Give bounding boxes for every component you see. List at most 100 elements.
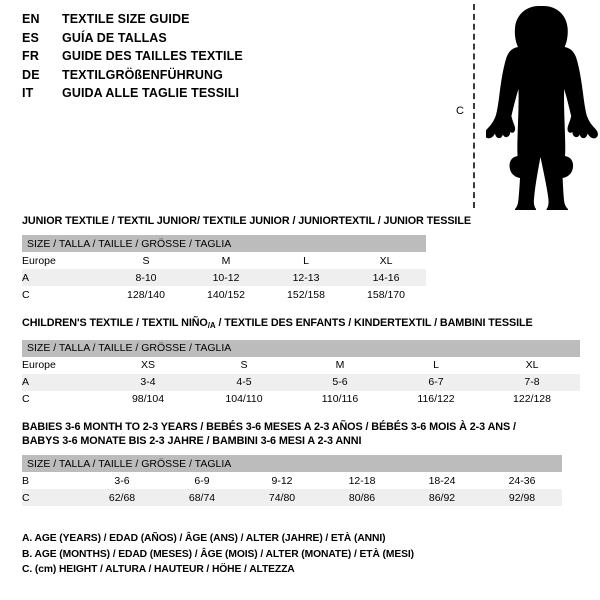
cell-value: 9-12 [242, 472, 322, 489]
section-babies-textile: BABIES 3-6 MONTH TO 2-3 YEARS / BEBÉS 3-… [22, 420, 563, 506]
language-row-en: EN TEXTILE SIZE GUIDE [22, 12, 442, 31]
language-title-block: EN TEXTILE SIZE GUIDE ES GUÍA DE TALLAS … [22, 12, 442, 105]
row-label-c: C [22, 390, 100, 408]
table-junior: SIZE / TALLA / TAILLE / GRÖSSE / TAGLIA … [22, 235, 427, 303]
legend-text-c: (cm) HEIGHT / ALTURA / HAUTEUR / HÖHE / … [34, 564, 295, 575]
table-row: A 3-4 4-5 5-6 6-7 7-8 [22, 373, 580, 391]
cell-value: 80/86 [322, 489, 402, 506]
cell-value: 128/140 [106, 286, 186, 303]
table-row: C 128/140 140/152 152/158 158/170 [22, 286, 427, 303]
cell-size: S [106, 252, 186, 269]
band-label-junior: SIZE / TALLA / TAILLE / GRÖSSE / TAGLIA [22, 235, 427, 252]
cell-size: M [292, 356, 388, 374]
band-label-children: SIZE / TALLA / TAILLE / GRÖSSE / TAGLIA [22, 339, 580, 357]
cell-value: 86/92 [402, 489, 482, 506]
cell-value: 140/152 [186, 286, 266, 303]
height-measure-label: C [456, 105, 464, 117]
legend-row-a: A. AGE (YEARS) / EDAD (AÑOS) / ÂGE (ANS)… [22, 531, 442, 547]
cell-value: 74/80 [242, 489, 322, 506]
section-title-junior: JUNIOR TEXTILE / TEXTIL JUNIOR/ TEXTILE … [22, 215, 471, 227]
cell-value: 62/68 [82, 489, 162, 506]
language-row-de: DE TEXTILGRÖßENFÜHRUNG [22, 68, 442, 87]
table-babies-band-header: SIZE / TALLA / TAILLE / GRÖSSE / TAGLIA [22, 455, 563, 472]
language-title-es: GUÍA DE TALLAS [62, 30, 167, 45]
cell-value: 6-7 [388, 373, 484, 391]
table-row: C 98/104 104/110 110/116 116/122 122/128 [22, 390, 580, 408]
language-title-en: TEXTILE SIZE GUIDE [62, 12, 190, 26]
table-babies: SIZE / TALLA / TAILLE / GRÖSSE / TAGLIA … [22, 455, 563, 506]
section-title-children: CHILDREN'S TEXTILE / TEXTIL NIÑO/A / TEX… [22, 316, 580, 333]
table-row: Europe XS S M L XL [22, 356, 580, 374]
band-label-babies: SIZE / TALLA / TAILLE / GRÖSSE / TAGLIA [22, 455, 563, 472]
section-title-children-pre: CHILDREN'S TEXTILE / TEXTIL NIÑO [22, 317, 208, 329]
language-row-it: IT GUIDA ALLE TAGLIE TESSILI [22, 86, 442, 105]
language-code-en: EN [22, 12, 40, 26]
legend-row-c: C. (cm) HEIGHT / ALTURA / HAUTEUR / HÖHE… [22, 562, 442, 578]
cell-value: 8-10 [106, 269, 186, 286]
cell-size: XL [346, 252, 427, 269]
table-row: B 3-6 6-9 9-12 12-18 18-24 24-36 [22, 472, 563, 489]
cell-value: 110/116 [292, 390, 388, 408]
row-label-c: C [22, 489, 82, 506]
language-title-fr: GUIDE DES TAILLES TEXTILE [62, 49, 243, 63]
language-code-de: DE [22, 67, 40, 82]
table-junior-band-header: SIZE / TALLA / TAILLE / GRÖSSE / TAGLIA [22, 235, 427, 252]
row-label-a: A [22, 269, 106, 286]
cell-size: XS [100, 356, 196, 374]
table-children: SIZE / TALLA / TAILLE / GRÖSSE / TAGLIA … [22, 339, 580, 408]
legend-prefix-b: B. [22, 548, 35, 560]
language-code-fr: FR [22, 49, 40, 63]
language-title-de: TEXTILGRÖßENFÜHRUNG [62, 67, 223, 82]
height-measurement-figure: C [440, 0, 600, 212]
cell-value: 4-5 [196, 373, 292, 391]
cell-size: L [266, 252, 346, 269]
language-code-it: IT [22, 86, 34, 100]
cell-value: 92/98 [482, 489, 563, 506]
section-title-children-post: / TEXTILE DES ENFANTS / KINDERTEXTIL / B… [215, 317, 533, 329]
cell-value: 14-16 [346, 269, 427, 286]
table-row: C 62/68 68/74 74/80 80/86 86/92 92/98 [22, 489, 563, 506]
toddler-silhouette-icon [486, 6, 598, 210]
language-row-es: ES GUÍA DE TALLAS [22, 31, 442, 50]
section-title-babies-line1: BABIES 3-6 MONTH TO 2-3 YEARS / BEBÉS 3-… [22, 421, 516, 433]
table-children-band-header: SIZE / TALLA / TAILLE / GRÖSSE / TAGLIA [22, 339, 580, 357]
cell-size: XL [484, 356, 580, 374]
table-row: A 8-10 10-12 12-13 14-16 [22, 269, 427, 286]
table-row: Europe S M L XL [22, 252, 427, 269]
cell-value: 152/158 [266, 286, 346, 303]
legend-prefix-a: A. [22, 533, 35, 544]
row-label-europe: Europe [22, 356, 100, 374]
language-code-es: ES [22, 30, 40, 45]
row-label-europe: Europe [22, 252, 106, 269]
cell-value: 3-4 [100, 373, 196, 391]
cell-value: 7-8 [484, 373, 580, 391]
section-title-babies-line2: BABYS 3-6 MONATE BIS 2-3 JAHRE / BAMBINI… [22, 435, 362, 447]
cell-value: 98/104 [100, 390, 196, 408]
section-childrens-textile: CHILDREN'S TEXTILE / TEXTIL NIÑO/A / TEX… [22, 316, 580, 408]
cell-size: S [196, 356, 292, 374]
language-title-it: GUIDA ALLE TAGLIE TESSILI [62, 86, 240, 100]
legend-block: A. AGE (YEARS) / EDAD (AÑOS) / ÂGE (ANS)… [22, 531, 442, 578]
row-label-c: C [22, 286, 106, 303]
cell-value: 5-6 [292, 373, 388, 391]
cell-value: 68/74 [162, 489, 242, 506]
row-label-a: A [22, 373, 100, 391]
cell-size: L [388, 356, 484, 374]
cell-size: M [186, 252, 266, 269]
cell-value: 12-13 [266, 269, 346, 286]
row-label-b: B [22, 472, 82, 489]
cell-value: 104/110 [196, 390, 292, 408]
cell-value: 12-18 [322, 472, 402, 489]
height-dashed-guideline [473, 4, 475, 208]
section-title-children-sub: /A [207, 320, 216, 330]
cell-value: 18-24 [402, 472, 482, 489]
cell-value: 10-12 [186, 269, 266, 286]
language-row-fr: FR GUIDE DES TAILLES TEXTILE [22, 49, 442, 68]
cell-value: 6-9 [162, 472, 242, 489]
legend-prefix-c: C. [22, 564, 35, 575]
legend-text-a: AGE (YEARS) / EDAD (AÑOS) / ÂGE (ANS) / … [34, 533, 386, 544]
cell-value: 122/128 [484, 390, 580, 408]
cell-value: 24-36 [482, 472, 563, 489]
section-junior-textile: JUNIOR TEXTILE / TEXTIL JUNIOR/ TEXTILE … [22, 214, 471, 303]
legend-row-b: B. AGE (MONTHS) / EDAD (MESES) / ÂGE (MO… [22, 547, 442, 563]
